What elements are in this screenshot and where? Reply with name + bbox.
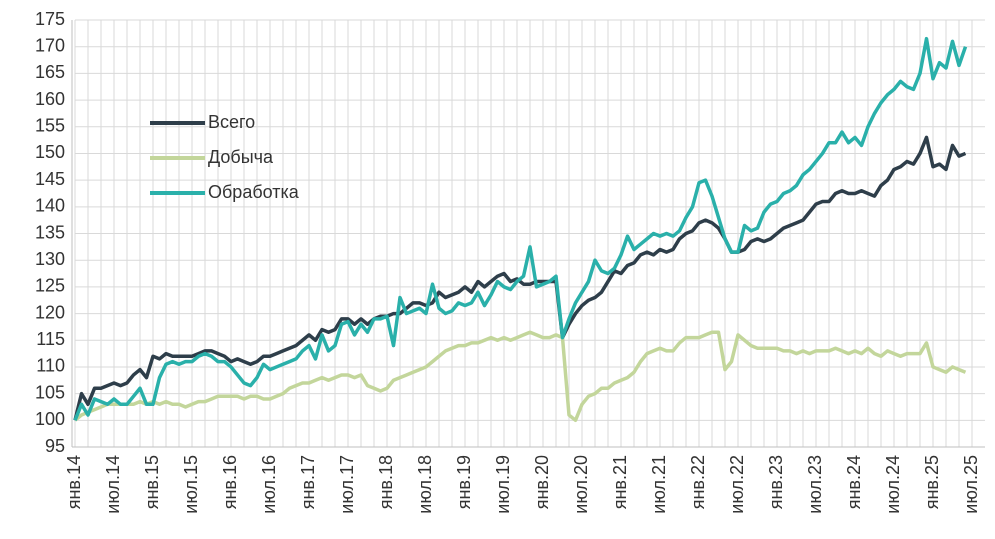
line-series — [73, 330, 967, 423]
y-tick-label: 100 — [35, 409, 65, 429]
y-tick-label: 155 — [35, 116, 65, 136]
y-tick-label: 175 — [35, 9, 65, 29]
x-tick-label: июл.18 — [415, 455, 435, 514]
y-tick-label: 105 — [35, 382, 65, 402]
x-tick-label: янв.18 — [376, 455, 396, 509]
line-series — [73, 135, 967, 421]
y-tick-label: 130 — [35, 249, 65, 269]
x-tick-label: июл.20 — [571, 455, 591, 514]
x-tick-label: янв.19 — [454, 455, 474, 509]
y-tick-label: 140 — [35, 196, 65, 216]
x-tick-label: июл.16 — [259, 455, 279, 514]
y-tick-label: 120 — [35, 302, 65, 322]
x-tick-label: июл.15 — [181, 455, 201, 514]
x-tick-label: янв.16 — [220, 455, 240, 509]
y-tick-label: 115 — [36, 329, 65, 349]
x-tick-label: июл.25 — [961, 455, 981, 514]
x-tick-label: янв.20 — [532, 455, 552, 509]
x-tick-label: июл.24 — [883, 455, 903, 514]
x-tick-label: июл.22 — [727, 455, 747, 514]
legend-label: Обработка — [208, 182, 300, 202]
y-tick-label: 110 — [36, 356, 65, 376]
x-tick-label: июл.21 — [649, 455, 669, 514]
x-tick-label: янв.22 — [688, 455, 708, 509]
x-tick-label: янв.25 — [922, 455, 942, 509]
x-tick-label: янв.21 — [610, 455, 630, 509]
x-tick-label: июл.14 — [103, 455, 123, 514]
x-tick-label: янв.17 — [298, 455, 318, 509]
x-tick-label: июл.23 — [805, 455, 825, 514]
y-tick-label: 95 — [45, 436, 65, 456]
x-tick-label: янв.23 — [766, 455, 786, 509]
legend-label: Добыча — [208, 147, 274, 167]
line-series — [73, 36, 968, 421]
y-tick-label: 145 — [35, 169, 65, 189]
x-tick-label: июл.19 — [493, 455, 513, 514]
y-tick-label: 170 — [35, 35, 65, 55]
x-tick-label: июл.17 — [337, 455, 357, 514]
x-tick-label: янв.24 — [844, 455, 864, 509]
legend-label: Всего — [208, 112, 255, 132]
y-tick-label: 165 — [35, 62, 65, 82]
x-tick-label: янв.14 — [64, 455, 84, 509]
y-tick-label: 150 — [35, 142, 65, 162]
y-tick-label: 135 — [35, 222, 65, 242]
y-tick-label: 160 — [35, 89, 65, 109]
x-tick-label: янв.15 — [142, 455, 162, 509]
y-tick-label: 125 — [35, 276, 65, 296]
